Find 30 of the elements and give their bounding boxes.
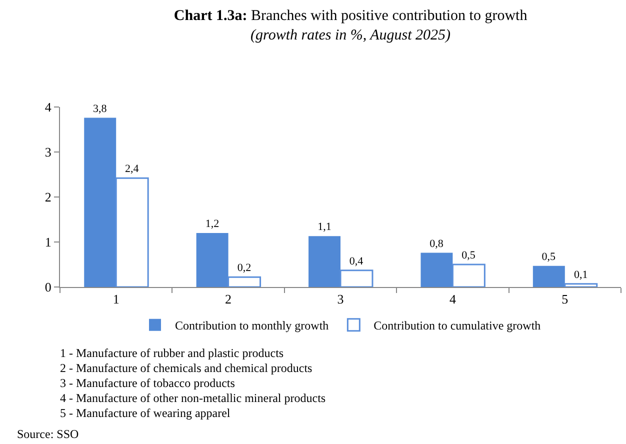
y-tick-label: 4 bbox=[44, 100, 52, 115]
x-tick-label: 2 bbox=[225, 292, 232, 307]
legend-label: Contribution to cumulative growth bbox=[374, 318, 541, 333]
data-label: 0,4 bbox=[349, 255, 364, 268]
data-label: 1,1 bbox=[318, 221, 332, 234]
x-tick-label: 4 bbox=[449, 292, 456, 307]
x-tick-label: 3 bbox=[337, 292, 344, 307]
source-note: Source: SSO bbox=[17, 427, 80, 441]
legend-label: Contribution to monthly growth bbox=[175, 318, 329, 333]
y-tick-label: 3 bbox=[44, 144, 52, 160]
text: 1 - Manufacture of rubber and plastic products bbox=[60, 346, 284, 360]
data-label: 0,5 bbox=[542, 250, 556, 263]
x-tick-label: 1 bbox=[112, 292, 120, 307]
data-label: 0,2 bbox=[237, 262, 252, 274]
text: 4 - Manufacture of other non-metallic mineral products bbox=[60, 391, 326, 405]
chart-title: Chart 1.3a: Branches with positive contribution to growth bbox=[174, 8, 528, 24]
x-tick-label: 5 bbox=[562, 292, 568, 307]
data-label: 2,4 bbox=[124, 163, 140, 176]
data-label: 3,8 bbox=[92, 102, 108, 115]
y-tick-label: 0 bbox=[44, 280, 52, 295]
data-label: 1,2 bbox=[205, 218, 220, 230]
data-label: 0,5 bbox=[462, 250, 476, 262]
text: 2 - Manufacture of chemicals and chemical products bbox=[60, 361, 313, 375]
text: 5 - Manufacture of wearing apparel bbox=[60, 406, 231, 420]
data-label: 0,8 bbox=[430, 238, 444, 250]
y-tick-label: 2 bbox=[44, 190, 52, 205]
text: 3 - Manufacture of tobacco products bbox=[60, 376, 236, 390]
chart-subtitle: (growth rates in %, August 2025) bbox=[250, 27, 451, 44]
y-tick-label: 1 bbox=[44, 234, 52, 250]
data-label: 0,1 bbox=[574, 268, 588, 281]
